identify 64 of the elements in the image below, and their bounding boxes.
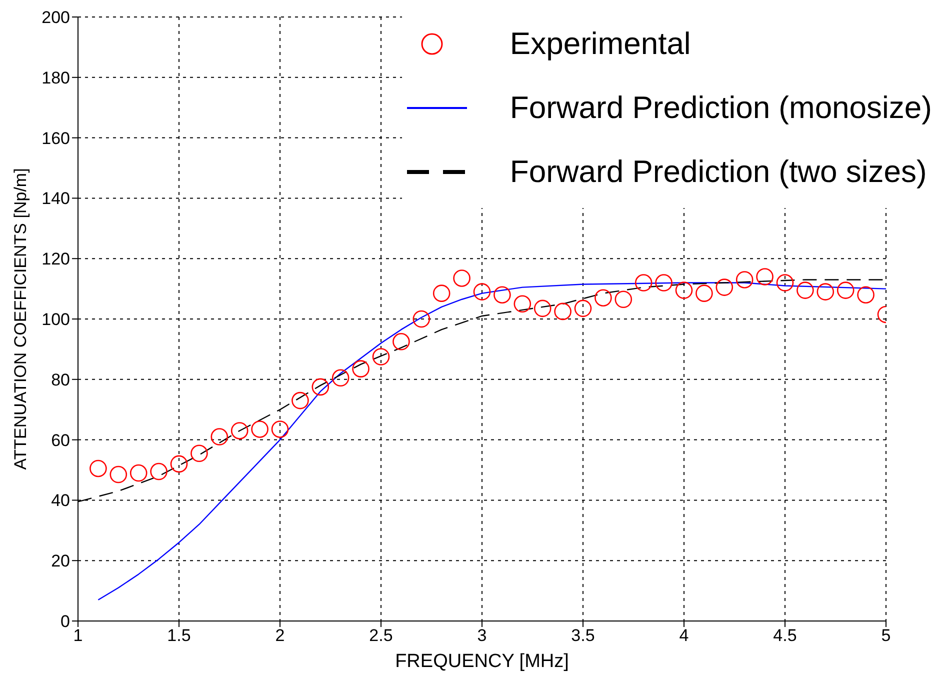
x-tick-label: 2.5 <box>369 626 393 646</box>
point <box>271 420 289 438</box>
x-axis-title: FREQUENCY [MHz] <box>395 651 569 672</box>
point <box>696 284 713 302</box>
y-tick-label: 200 <box>42 8 70 28</box>
y-tick-label: 40 <box>51 491 70 510</box>
point <box>372 348 390 366</box>
x-tick-label: 5 <box>881 626 891 646</box>
point <box>130 464 148 482</box>
point <box>392 333 410 350</box>
point <box>816 283 834 300</box>
point <box>332 369 350 387</box>
point <box>675 282 693 299</box>
y-tick-label: 140 <box>42 189 70 208</box>
y-tick-label: 180 <box>42 68 70 88</box>
point <box>776 274 794 292</box>
point <box>190 444 208 462</box>
point <box>230 422 248 440</box>
point <box>170 455 188 473</box>
point <box>736 271 754 288</box>
y-tick-label: 0 <box>60 612 70 632</box>
point <box>210 428 228 446</box>
point <box>412 310 430 328</box>
y-tick-label: 160 <box>42 128 70 148</box>
x-tick-label: 3.5 <box>571 626 595 646</box>
point <box>756 268 774 286</box>
y-tick-label: 80 <box>51 370 70 390</box>
point <box>634 274 652 292</box>
point <box>594 289 612 307</box>
y-tick-label: 60 <box>51 430 70 450</box>
point <box>453 270 470 287</box>
legend-label: Forward Prediction (monosize) <box>510 90 932 126</box>
point <box>110 466 128 484</box>
point <box>554 302 572 320</box>
y-tick-label: 20 <box>51 552 70 571</box>
point <box>90 460 107 478</box>
legend-label: Experimental <box>510 26 691 62</box>
x-tick-label: 4.5 <box>773 626 797 646</box>
point <box>614 290 632 308</box>
point <box>292 392 309 410</box>
point <box>473 283 491 300</box>
legend-label: Forward Prediction (two sizes) <box>510 154 927 190</box>
x-tick-label: 3 <box>477 626 487 646</box>
point <box>574 300 592 318</box>
point <box>150 462 168 480</box>
point <box>352 360 370 378</box>
point <box>534 300 552 318</box>
point <box>312 378 330 396</box>
point <box>796 282 814 299</box>
point <box>836 282 854 299</box>
point <box>494 286 511 304</box>
point <box>432 284 450 302</box>
point <box>251 420 268 438</box>
y-axis-title: ATTENUATION COEFFICIENTS [Np/m] <box>11 168 30 470</box>
point <box>857 286 874 304</box>
y-tick-label: 120 <box>42 250 70 269</box>
y-tick-label: 100 <box>42 310 70 330</box>
x-tick-label: 1.5 <box>167 626 191 646</box>
x-tick-label: 2 <box>275 626 285 646</box>
x-tick-label: 4 <box>679 626 689 646</box>
point <box>514 295 532 313</box>
x-tick-label: 1 <box>73 626 83 646</box>
point <box>655 274 672 292</box>
point <box>716 278 734 296</box>
